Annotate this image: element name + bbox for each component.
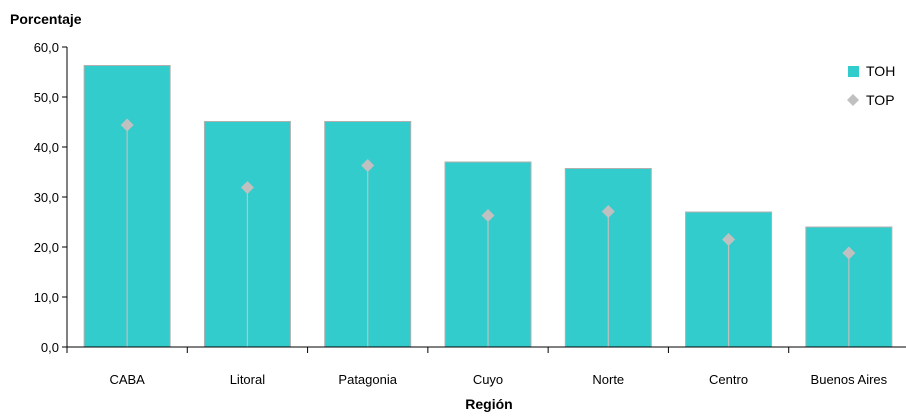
axes-group: CABA Litoral Patagonia Cuyo Norte Centro Bueno… (34, 40, 906, 387)
legend-swatch-top (847, 94, 859, 106)
x-tick-label-buenos-aires: Buenos Aires (811, 372, 888, 387)
stems-group (126, 125, 850, 347)
x-axis-title: Región (465, 396, 512, 412)
marker-top-buenos-aires (842, 246, 856, 260)
marker-top-norte (601, 205, 615, 218)
y-tick-label: 50,0 (34, 90, 59, 105)
marker-top-cuyo (481, 209, 495, 222)
y-tick-label: 20,0 (34, 240, 59, 255)
x-tick-label-patagonia: Patagonia (338, 372, 397, 387)
legend-label-toh: TOH (866, 63, 895, 79)
x-tick-label-caba: CABA (109, 372, 145, 387)
y-tick-label: 0,0 (41, 340, 59, 355)
legend-swatch-toh (848, 66, 859, 77)
x-tick-label-centro: Centro (709, 372, 748, 387)
x-tick-label-litoral: Litoral (230, 372, 266, 387)
markers-group (120, 118, 856, 260)
marker-top-centro (722, 233, 736, 246)
y-tick-label: 30,0 (34, 190, 59, 205)
legend: TOH TOP (847, 63, 895, 108)
marker-top-litoral (240, 181, 254, 194)
y-tick-label: 10,0 (34, 290, 59, 305)
marker-top-caba (120, 118, 134, 132)
legend-label-top: TOP (866, 92, 895, 108)
y-tick-label: 60,0 (34, 40, 59, 55)
x-tick-label-norte: Norte (592, 372, 624, 387)
y-tick-label: 40,0 (34, 140, 59, 155)
x-tick-label-cuyo: Cuyo (473, 372, 503, 387)
marker-top-patagonia (361, 159, 375, 172)
y-axis-title: Porcentaje (10, 11, 82, 27)
